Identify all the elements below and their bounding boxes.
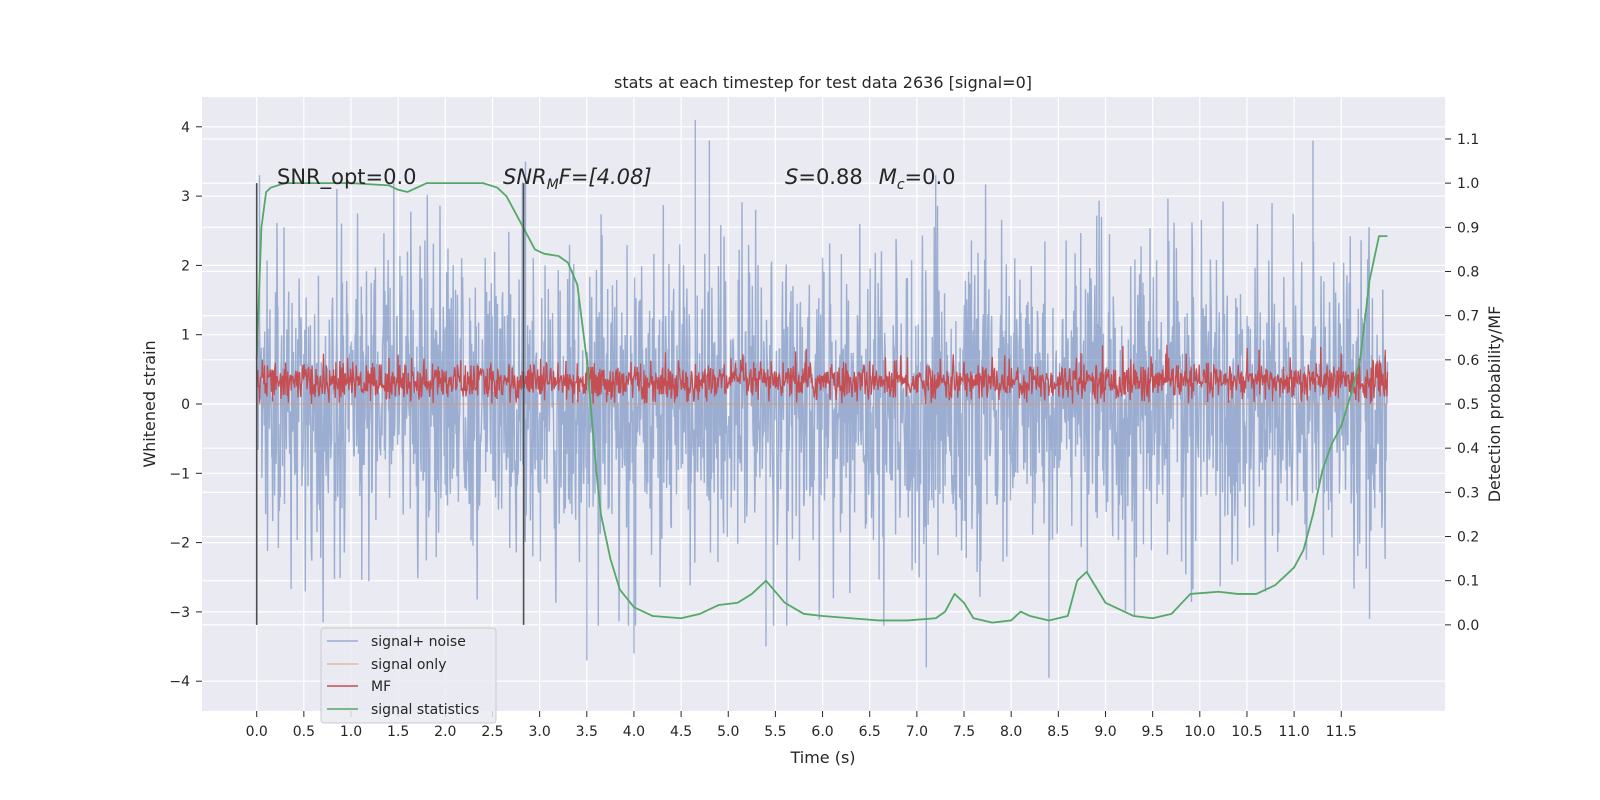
annotation-s-mc: S=0.88 Mc=0.0 xyxy=(785,165,956,193)
x-tick-label: 2.5 xyxy=(481,724,503,740)
series-mf xyxy=(256,344,1389,404)
mc-symbol: M xyxy=(879,165,897,189)
y-tick-label: 2 xyxy=(181,258,190,274)
y2-tick-label: 0.3 xyxy=(1457,485,1479,501)
series-signal-statistics xyxy=(255,182,1388,624)
y2-tick-label: 0.9 xyxy=(1457,220,1479,236)
y-tick-label: −4 xyxy=(169,674,190,690)
legend-label-signal-only: signal only xyxy=(371,657,446,673)
y-axis-ticks: −4 −3 −2 −1 0 1 2 3 4 xyxy=(169,120,202,690)
y-tick-label: 4 xyxy=(181,120,190,136)
y2-tick-label: 1.0 xyxy=(1457,176,1479,192)
x-axis-label: Time (s) xyxy=(789,748,855,767)
legend: signal+ noise signal only MF signal stat… xyxy=(320,627,497,724)
x-tick-label: 9.0 xyxy=(1094,724,1116,740)
y2-tick-label: 0.2 xyxy=(1457,530,1479,546)
legend-box xyxy=(320,627,497,724)
snr-mf-subscript: M xyxy=(547,177,559,193)
x-tick-label: 11.0 xyxy=(1279,724,1310,740)
y2-tick-label: 0.8 xyxy=(1457,264,1479,280)
snr-mf-symbol: SNR xyxy=(503,165,547,189)
x-tick-label: 7.0 xyxy=(906,724,928,740)
y-axis-label: Whitened strain xyxy=(140,340,159,467)
y2-axis-ticks: 0.0 0.1 0.2 0.3 0.4 0.5 0.6 0.7 0.8 0.9 1.0 1.1 xyxy=(1445,132,1479,634)
y2-axis-label: Detection probability/MF xyxy=(1485,306,1504,503)
x-axis-ticks: 0.0 0.5 1.0 1.5 2.0 2.5 3.0 3.5 4.0 4.5 5.0 5.5 6.0 6… xyxy=(246,711,1357,740)
legend-label-signal-noise: signal+ noise xyxy=(371,634,466,650)
y2-tick-label: 0.4 xyxy=(1457,441,1479,457)
y2-tick-label: 0.0 xyxy=(1457,618,1479,634)
x-tick-label: 3.0 xyxy=(528,724,550,740)
y-tick-label: −1 xyxy=(169,466,190,482)
x-tick-label: 6.5 xyxy=(859,724,881,740)
y-tick-label: −3 xyxy=(169,605,190,621)
x-tick-label: 8.5 xyxy=(1047,724,1069,740)
y-tick-label: −2 xyxy=(169,536,190,552)
s-value: =0.88 xyxy=(798,165,862,189)
legend-label-mf: MF xyxy=(371,679,391,695)
snr-mf-rest: F=[4.08] xyxy=(559,165,652,189)
x-tick-label: 9.5 xyxy=(1142,724,1164,740)
mc-subscript: c xyxy=(897,177,905,193)
y2-tick-label: 0.6 xyxy=(1457,353,1479,369)
x-tick-label: 6.0 xyxy=(811,724,833,740)
y2-tick-label: 0.7 xyxy=(1457,309,1479,325)
annotation-snr-opt: SNR_opt=0.0 xyxy=(277,165,417,190)
s-symbol: S xyxy=(785,165,798,189)
x-tick-label: 5.0 xyxy=(717,724,739,740)
x-tick-label: 7.5 xyxy=(953,724,975,740)
mc-value: =0.0 xyxy=(905,165,956,189)
x-tick-label: 8.0 xyxy=(1000,724,1022,740)
y2-tick-label: 1.1 xyxy=(1457,132,1479,148)
x-tick-label: 4.5 xyxy=(670,724,692,740)
x-tick-label: 10.0 xyxy=(1184,724,1215,740)
x-tick-label: 0.5 xyxy=(293,724,315,740)
x-tick-label: 0.0 xyxy=(246,724,268,740)
series-layer xyxy=(255,119,1389,678)
x-tick-label: 1.5 xyxy=(387,724,409,740)
y-tick-label: 0 xyxy=(181,397,190,413)
x-tick-label: 10.5 xyxy=(1231,724,1262,740)
svg-text:SNRMF=[4.08]: SNRMF=[4.08] xyxy=(503,165,652,193)
y-tick-label: 3 xyxy=(181,189,190,205)
chart-title: stats at each timestep for test data 263… xyxy=(614,73,1032,92)
y2-tick-label: 0.5 xyxy=(1457,397,1479,413)
x-tick-label: 1.0 xyxy=(340,724,362,740)
x-tick-label: 2.0 xyxy=(434,724,456,740)
x-tick-label: 4.0 xyxy=(623,724,645,740)
annotation-snr-mf: SNRMF=[4.08] xyxy=(503,165,652,193)
y2-tick-label: 0.1 xyxy=(1457,574,1479,590)
x-tick-label: 3.5 xyxy=(576,724,598,740)
svg-text:SNR_opt=0.0: SNR_opt=0.0 xyxy=(277,165,417,190)
x-tick-label: 5.5 xyxy=(764,724,786,740)
legend-label-signal-statistics: signal statistics xyxy=(371,702,479,718)
y-tick-label: 1 xyxy=(181,328,190,344)
x-tick-label: 11.5 xyxy=(1326,724,1357,740)
vline-layer xyxy=(255,183,525,625)
